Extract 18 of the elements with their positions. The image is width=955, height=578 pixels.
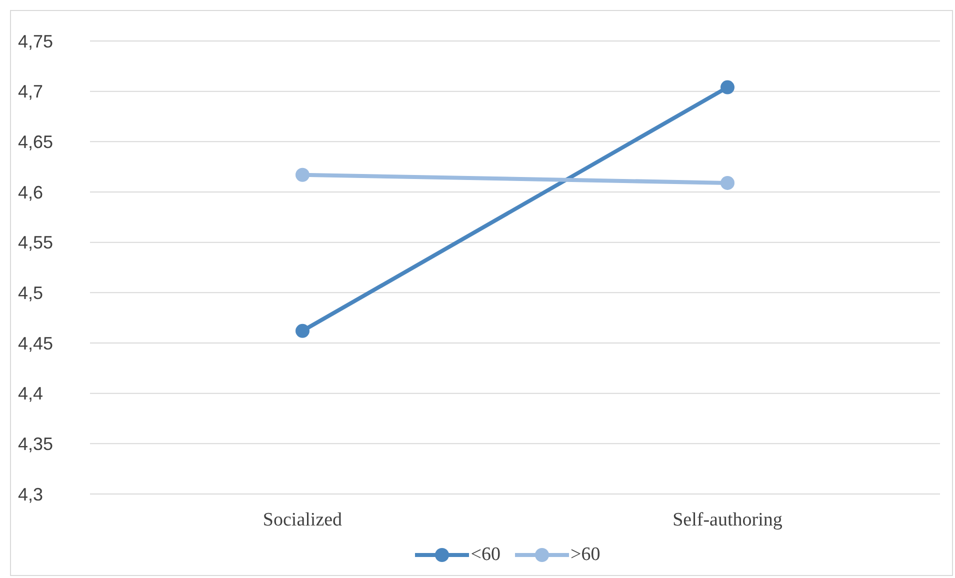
x-tick-label: Socialized — [262, 509, 343, 530]
legend-label: >60 — [570, 544, 600, 566]
y-tick-label: 4,65 — [18, 132, 54, 152]
y-tick-label: 4,3 — [18, 484, 44, 504]
y-tick-label: 4,5 — [18, 283, 44, 304]
point — [720, 176, 734, 190]
y-tick-label: 4,7 — [18, 82, 44, 102]
legend-label: <60 — [470, 544, 500, 566]
y-tick-label: 4,45 — [18, 333, 54, 354]
point — [296, 168, 310, 182]
point — [720, 80, 734, 94]
y-tick-label: 4,35 — [18, 434, 54, 454]
y-tick-label: 4,75 — [18, 31, 54, 52]
y-tick-label: 4,4 — [18, 384, 44, 404]
x-tick-label: Self-authoring — [672, 509, 783, 530]
y-tick-label: 4,6 — [18, 182, 44, 202]
y-tick-label: 4,55 — [18, 232, 54, 253]
point — [296, 324, 310, 338]
